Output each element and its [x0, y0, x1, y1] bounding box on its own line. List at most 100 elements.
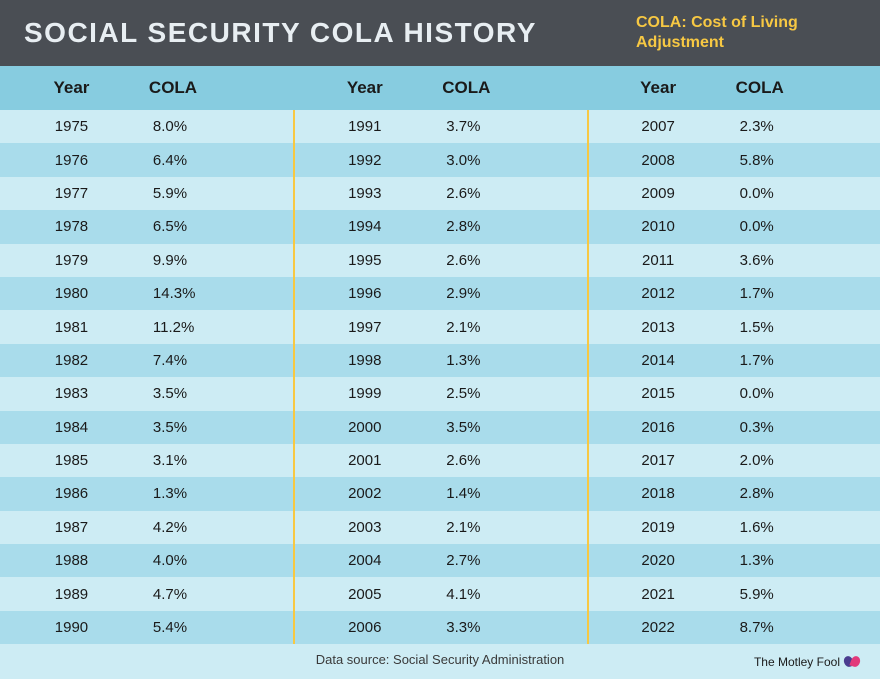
table-row: 20021.4%	[293, 477, 586, 510]
table-row: 20121.7%	[587, 277, 880, 310]
table-row: 20042.7%	[293, 544, 586, 577]
cell-cola: 2.1%	[428, 319, 586, 336]
cell-year: 1990	[0, 619, 135, 636]
table-row: 19861.3%	[0, 477, 293, 510]
table-row: 19905.4%	[0, 611, 293, 644]
cell-year: 2015	[587, 385, 722, 402]
table-row: 20113.6%	[587, 244, 880, 277]
cell-cola: 2.1%	[428, 519, 586, 536]
cell-cola: 4.1%	[428, 586, 586, 603]
cell-year: 1975	[0, 118, 135, 135]
table-row: 19827.4%	[0, 344, 293, 377]
cell-year: 2003	[293, 519, 428, 536]
cell-year: 2018	[587, 485, 722, 502]
cell-cola: 3.3%	[428, 619, 586, 636]
cell-cola: 2.6%	[428, 452, 586, 469]
cell-year: 2011	[587, 252, 722, 269]
cell-cola: 1.7%	[722, 352, 880, 369]
cell-year: 1991	[293, 118, 428, 135]
table-header-row: YearCOLA	[587, 66, 880, 110]
cell-cola: 8.0%	[135, 118, 293, 135]
cell-cola: 0.3%	[722, 419, 880, 436]
table-row: 20085.8%	[587, 143, 880, 176]
table-row: 20100.0%	[587, 210, 880, 243]
table-row: 19894.7%	[0, 577, 293, 610]
table-row: 19923.0%	[293, 143, 586, 176]
table-row: 19775.9%	[0, 177, 293, 210]
table-row: 20150.0%	[587, 377, 880, 410]
cell-year: 1998	[293, 352, 428, 369]
cell-cola: 9.9%	[135, 252, 293, 269]
table-column: YearCOLA20072.3%20085.8%20090.0%20100.0%…	[587, 66, 880, 644]
table-row: 19962.9%	[293, 277, 586, 310]
table-row: 19913.7%	[293, 110, 586, 143]
table-row: 20228.7%	[587, 611, 880, 644]
table-row: 198014.3%	[0, 277, 293, 310]
cell-year: 1999	[293, 385, 428, 402]
cell-year: 1987	[0, 519, 135, 536]
cell-cola: 5.4%	[135, 619, 293, 636]
cell-year: 2010	[587, 218, 722, 235]
table-row: 20160.3%	[587, 411, 880, 444]
cell-year: 2005	[293, 586, 428, 603]
header-cola: COLA	[722, 78, 880, 98]
cell-cola: 1.3%	[135, 485, 293, 502]
cell-year: 1985	[0, 452, 135, 469]
cell-year: 1978	[0, 218, 135, 235]
cell-cola: 2.8%	[722, 485, 880, 502]
cell-cola: 4.7%	[135, 586, 293, 603]
cell-year: 1976	[0, 152, 135, 169]
cell-year: 2020	[587, 552, 722, 569]
table-row: 19843.5%	[0, 411, 293, 444]
table-row: 19786.5%	[0, 210, 293, 243]
cell-cola: 6.5%	[135, 218, 293, 235]
cell-year: 1995	[293, 252, 428, 269]
table-row: 20201.3%	[587, 544, 880, 577]
cell-year: 2013	[587, 319, 722, 336]
cell-cola: 4.0%	[135, 552, 293, 569]
table-row: 20182.8%	[587, 477, 880, 510]
cell-year: 2009	[587, 185, 722, 202]
cell-year: 1994	[293, 218, 428, 235]
cell-year: 1992	[293, 152, 428, 169]
table-row: 19952.6%	[293, 244, 586, 277]
table-row: 20172.0%	[587, 444, 880, 477]
table-row: 20012.6%	[293, 444, 586, 477]
cell-year: 2002	[293, 485, 428, 502]
cell-year: 2016	[587, 419, 722, 436]
cell-cola: 8.7%	[722, 619, 880, 636]
cell-year: 2001	[293, 452, 428, 469]
header-year: Year	[0, 78, 135, 98]
cell-year: 2017	[587, 452, 722, 469]
table-row: 20131.5%	[587, 310, 880, 343]
cell-cola: 5.9%	[722, 586, 880, 603]
cell-cola: 2.6%	[428, 252, 586, 269]
cell-cola: 0.0%	[722, 218, 880, 235]
cell-cola: 1.3%	[428, 352, 586, 369]
table-column: YearCOLA19913.7%19923.0%19932.6%19942.8%…	[293, 66, 586, 644]
cell-cola: 1.3%	[722, 552, 880, 569]
cell-year: 1984	[0, 419, 135, 436]
table-row: 19766.4%	[0, 143, 293, 176]
table-row: 20141.7%	[587, 344, 880, 377]
cell-year: 1996	[293, 285, 428, 302]
cell-year: 1977	[0, 185, 135, 202]
cell-year: 1997	[293, 319, 428, 336]
brand-label: The Motley Fool	[754, 655, 840, 669]
table-row: 20032.1%	[293, 511, 586, 544]
table-row: 20063.3%	[293, 611, 586, 644]
cell-year: 1982	[0, 352, 135, 369]
data-source: Data source: Social Security Administrat…	[0, 644, 880, 667]
cell-year: 1983	[0, 385, 135, 402]
cell-year: 1986	[0, 485, 135, 502]
table-row: 19758.0%	[0, 110, 293, 143]
cell-cola: 4.2%	[135, 519, 293, 536]
cell-cola: 3.1%	[135, 452, 293, 469]
cell-cola: 0.0%	[722, 385, 880, 402]
cell-year: 2000	[293, 419, 428, 436]
table-row: 20054.1%	[293, 577, 586, 610]
cell-year: 1988	[0, 552, 135, 569]
table-row: 19972.1%	[293, 310, 586, 343]
page-title: SOCIAL SECURITY COLA HISTORY	[24, 17, 636, 49]
cell-cola: 2.9%	[428, 285, 586, 302]
